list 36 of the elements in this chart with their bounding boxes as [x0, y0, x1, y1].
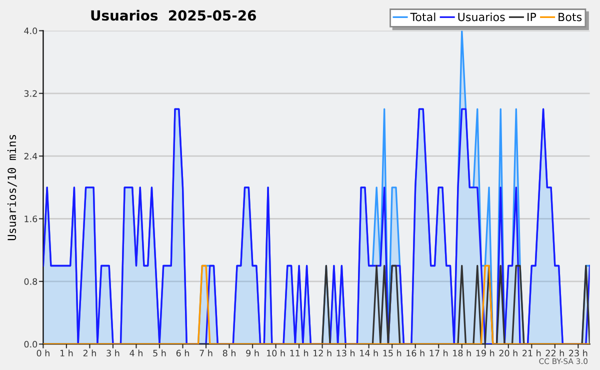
x-tick-label: 22 h: [546, 350, 564, 356]
x-tick-label: 18 h: [453, 350, 471, 356]
x-tick-label: 2 h: [83, 350, 96, 356]
x-tick-label: 19 h: [476, 350, 494, 356]
x-tick-label: 9 h: [246, 350, 259, 356]
y-tick-label: 2.4: [24, 152, 38, 160]
legend-label: Total: [410, 12, 436, 22]
legend-label: Usuarios: [458, 12, 505, 22]
x-tick-label: 15 h: [383, 350, 402, 356]
x-tick-label: 4 h: [130, 350, 142, 356]
x-tick-label: 12 h: [314, 350, 332, 356]
x-tick-label: 14 h: [360, 350, 378, 356]
x-tick-label: 16 h: [406, 350, 424, 356]
x-tick-label: 10 h: [267, 350, 285, 356]
y-tick-label: 1.6: [24, 216, 38, 222]
x-tick-label: 8 h: [222, 350, 236, 356]
y-tick-label: 4.0: [24, 28, 38, 34]
x-tick-label: 23 h: [569, 350, 588, 356]
x-tick-label: 0 h: [36, 350, 50, 356]
x-tick-label: 11 h: [290, 350, 308, 356]
y-tick-label: 0.0: [24, 340, 38, 348]
x-tick-label: 13 h: [336, 350, 355, 356]
x-tick-label: 7 h: [200, 350, 212, 356]
x-tick-label: 20 h: [499, 350, 518, 356]
x-tick-label: 3 h: [106, 350, 120, 356]
y-tick-label: 3.2: [24, 90, 37, 97]
x-tick-label: 21 h: [522, 350, 541, 356]
x-tick-label: 6 h: [176, 350, 189, 356]
y-tick-label: 0.8: [24, 278, 38, 285]
chart-title: Usuarios 2025-05-26: [91, 10, 256, 21]
x-tick-label: 5 h: [153, 350, 166, 356]
x-tick-label: 1 h: [60, 350, 73, 356]
y-axis-title: Usuarios/10 mins: [7, 134, 17, 240]
legend-label: Bots: [558, 12, 582, 22]
x-tick-label: 17 h: [430, 350, 448, 356]
legend-label: IP: [528, 12, 536, 22]
